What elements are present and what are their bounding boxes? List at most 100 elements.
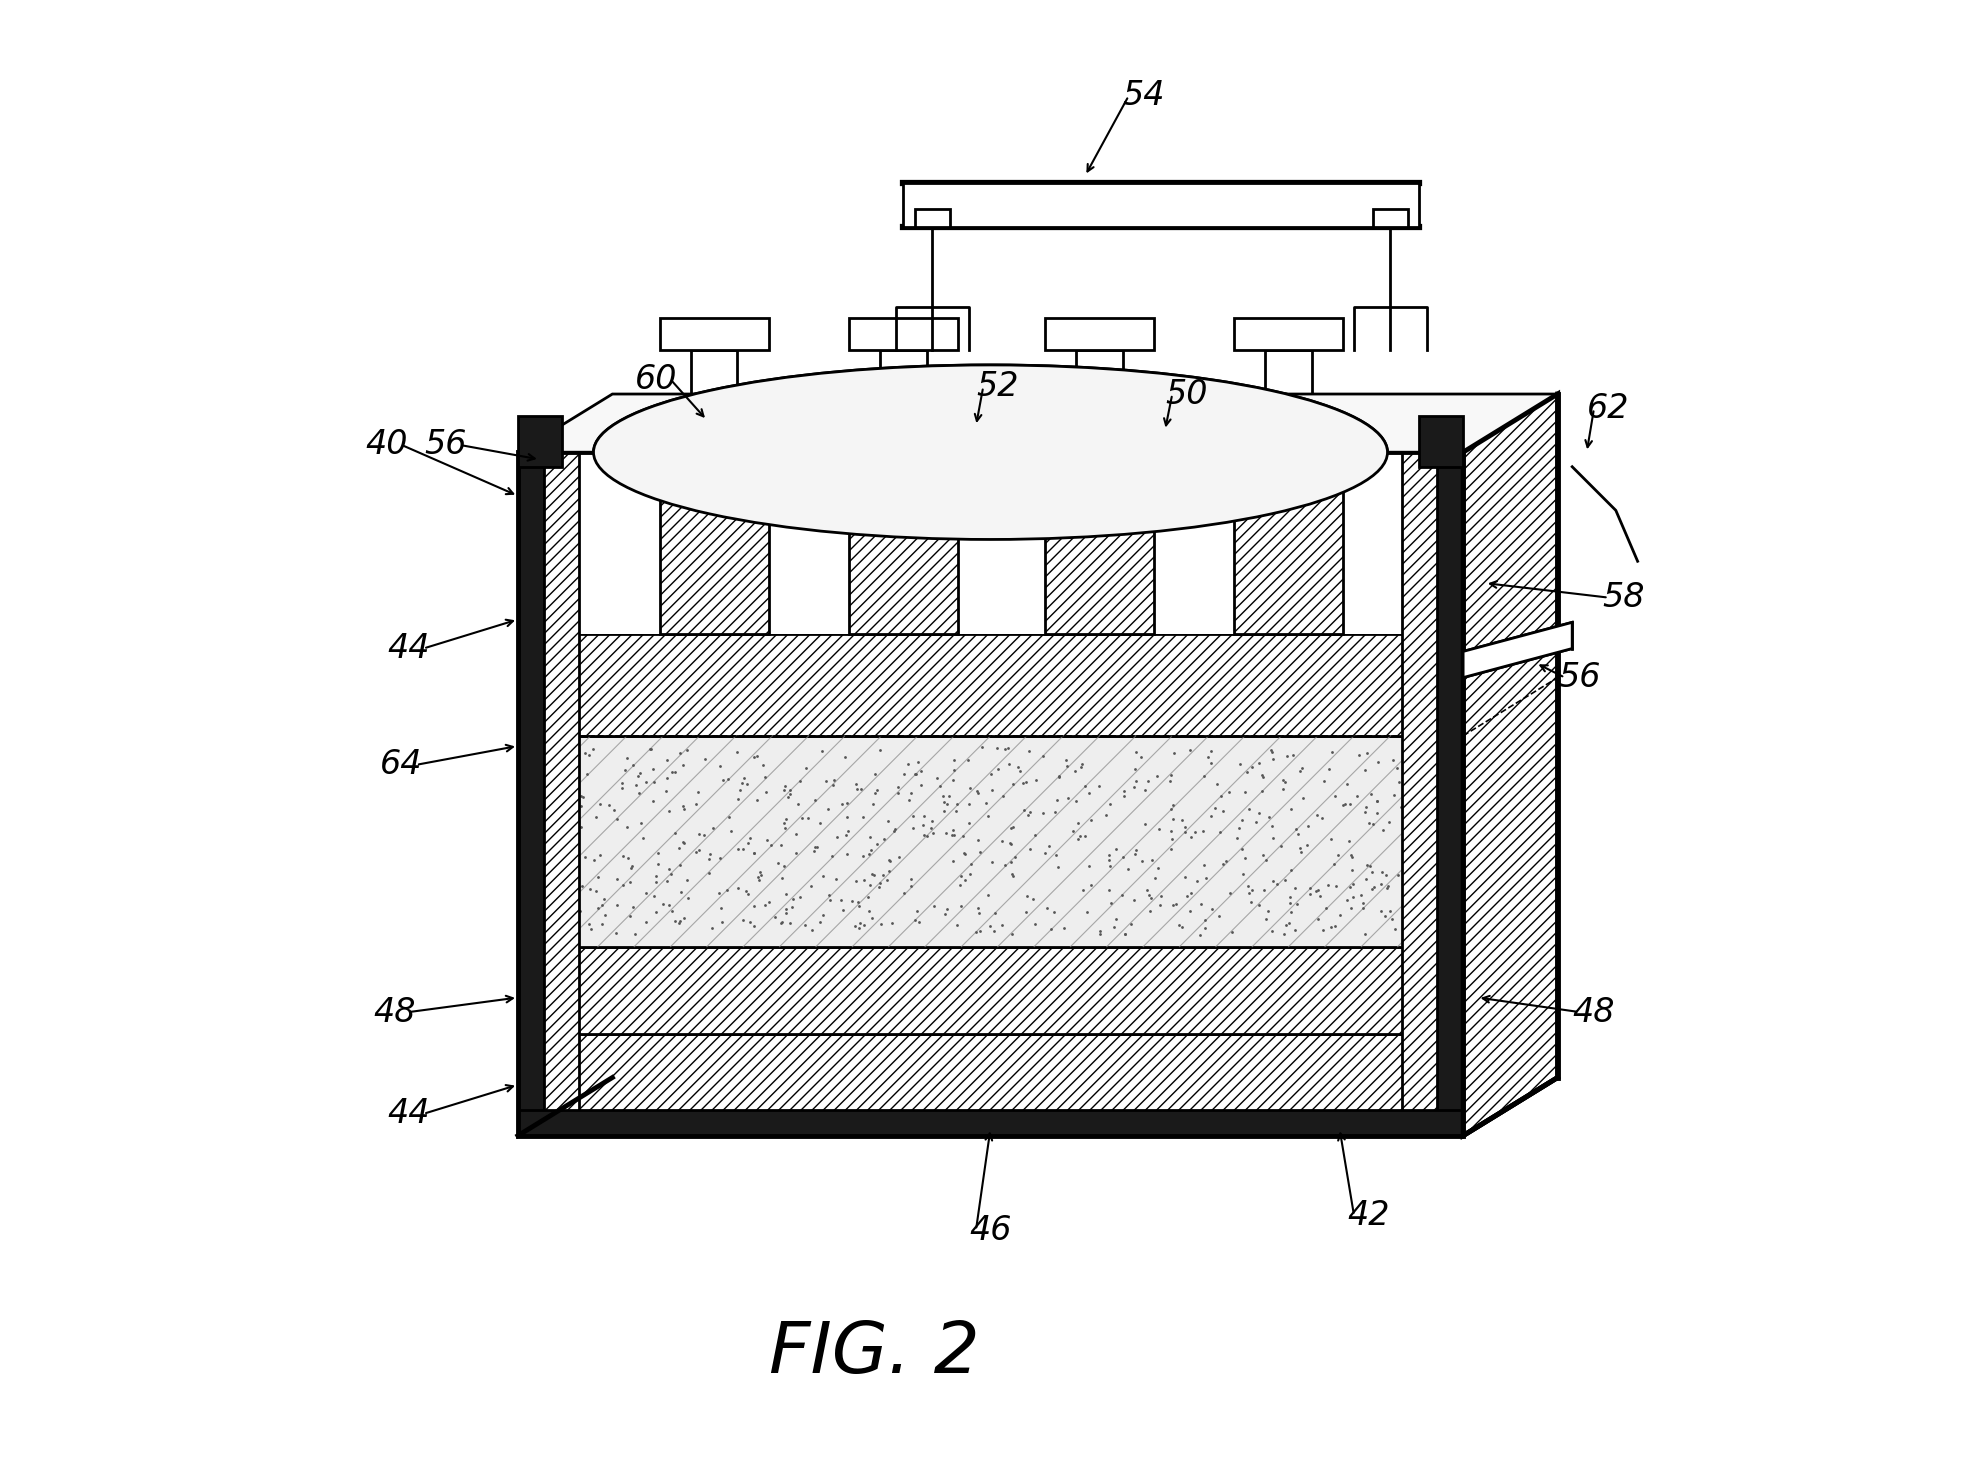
Point: [1059, 790, 1091, 813]
Point: [531, 825, 562, 848]
Point: [727, 771, 758, 794]
Point: [871, 809, 903, 832]
Point: [1348, 758, 1380, 781]
Point: [1075, 873, 1107, 896]
Point: [1125, 849, 1156, 873]
Point: [978, 902, 1010, 925]
Point: [1396, 909, 1428, 932]
Point: [1313, 873, 1344, 896]
Point: [594, 794, 626, 817]
Point: [723, 877, 754, 900]
Point: [1008, 798, 1040, 822]
Point: [1354, 860, 1386, 883]
Text: 56: 56: [424, 428, 465, 462]
Point: [1313, 758, 1344, 781]
Point: [1364, 899, 1396, 922]
Point: [1346, 896, 1378, 919]
Point: [897, 816, 929, 839]
Point: [826, 793, 857, 816]
Point: [853, 826, 885, 849]
Point: [1354, 782, 1386, 806]
Point: [1018, 823, 1049, 847]
Text: 42: 42: [1346, 1199, 1390, 1233]
Point: [655, 863, 687, 886]
Point: [727, 908, 758, 931]
Point: [1241, 893, 1273, 916]
Point: [1109, 922, 1140, 946]
Point: [780, 823, 812, 847]
Point: [782, 793, 814, 816]
Text: 44: 44: [388, 632, 430, 664]
Point: [865, 912, 897, 935]
Point: [770, 881, 802, 905]
Point: [1404, 742, 1436, 765]
Point: [1156, 828, 1188, 851]
Point: [948, 841, 980, 864]
Point: [693, 861, 725, 884]
Point: [1392, 774, 1424, 797]
Point: [873, 860, 905, 883]
Point: [1275, 858, 1307, 881]
Point: [1348, 867, 1380, 890]
Point: [727, 766, 758, 790]
Point: [905, 772, 937, 796]
Point: [735, 911, 766, 934]
Point: [1336, 858, 1368, 881]
Point: [832, 791, 863, 814]
Point: [630, 911, 661, 934]
Point: [1301, 803, 1333, 826]
Point: [1073, 854, 1105, 877]
Point: [1186, 819, 1218, 842]
Polygon shape: [1463, 393, 1556, 1135]
Point: [939, 758, 970, 781]
Point: [1261, 873, 1293, 896]
Point: [725, 778, 756, 801]
Point: [937, 849, 968, 873]
Point: [796, 918, 828, 941]
Point: [1075, 809, 1107, 832]
Point: [994, 833, 1026, 857]
Point: [843, 916, 875, 940]
Point: [543, 867, 574, 890]
Point: [1426, 889, 1457, 912]
Point: [843, 777, 875, 800]
Point: [1273, 886, 1305, 909]
Point: [612, 816, 644, 839]
Point: [525, 758, 556, 781]
Point: [903, 911, 935, 934]
Point: [1119, 758, 1150, 781]
Point: [762, 851, 794, 874]
Point: [855, 863, 887, 886]
Point: [940, 793, 972, 816]
Point: [843, 911, 875, 934]
Text: 62: 62: [1586, 392, 1630, 425]
Bar: [1436, 452, 1463, 1135]
Ellipse shape: [594, 364, 1386, 539]
Point: [539, 873, 570, 896]
Point: [1109, 922, 1140, 946]
Point: [1426, 797, 1457, 820]
Point: [1204, 820, 1236, 844]
Point: [1119, 838, 1150, 861]
Point: [638, 769, 669, 793]
Point: [1156, 793, 1188, 816]
Point: [1057, 819, 1089, 842]
Point: [774, 782, 806, 806]
Point: [859, 762, 891, 785]
Point: [683, 822, 715, 845]
Point: [842, 890, 873, 914]
Point: [1245, 779, 1277, 803]
Point: [636, 758, 667, 781]
Point: [1109, 779, 1140, 803]
Point: [663, 911, 695, 934]
Point: [954, 852, 986, 876]
Point: [588, 887, 620, 911]
Point: [1154, 838, 1186, 861]
Point: [996, 816, 1028, 839]
Point: [1247, 879, 1279, 902]
Point: [935, 823, 966, 847]
Point: [1372, 810, 1404, 833]
Point: [1071, 900, 1103, 924]
Point: [1010, 900, 1041, 924]
Point: [1093, 879, 1125, 902]
